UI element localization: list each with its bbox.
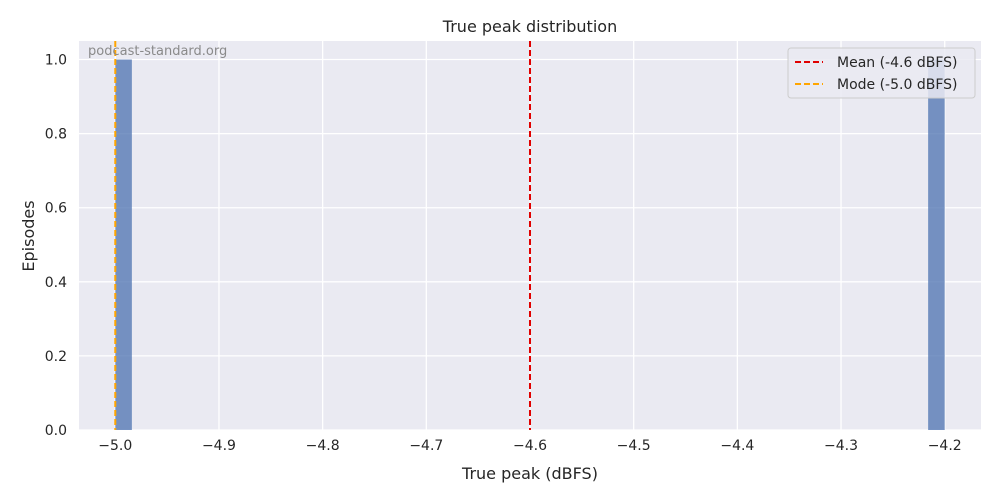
histogram-bar bbox=[115, 59, 132, 431]
legend-mode-label: Mode (-5.0 dBFS) bbox=[837, 77, 957, 93]
x-tick-label: −4.4 bbox=[720, 438, 754, 454]
x-tick-label: −4.2 bbox=[928, 438, 962, 454]
watermark: podcast-standard.org bbox=[88, 44, 227, 59]
x-tick-label: −4.9 bbox=[202, 438, 236, 454]
legend-mean-label: Mean (-4.6 dBFS) bbox=[837, 55, 957, 71]
x-tick-label: −4.7 bbox=[409, 438, 443, 454]
y-axis-label: Episodes bbox=[19, 200, 38, 271]
x-tick-label: −4.3 bbox=[824, 438, 858, 454]
y-tick-label: 0.6 bbox=[45, 201, 67, 217]
y-tick-label: 0.2 bbox=[45, 349, 67, 365]
legend: Mean (-4.6 dBFS) Mode (-5.0 dBFS) bbox=[787, 47, 976, 99]
legend-box bbox=[787, 47, 976, 99]
bars bbox=[115, 59, 945, 431]
y-tick-label: 0.4 bbox=[45, 275, 67, 291]
x-tick-label: −4.6 bbox=[513, 438, 547, 454]
x-tick-label: −5.0 bbox=[98, 438, 132, 454]
x-axis-label: True peak (dBFS) bbox=[461, 464, 598, 483]
y-tick-label: 1.0 bbox=[45, 53, 67, 69]
y-ticks: 0.0 0.2 0.4 0.6 0.8 1.0 bbox=[45, 53, 67, 439]
histogram-bar bbox=[928, 59, 945, 431]
x-tick-label: −4.5 bbox=[617, 438, 651, 454]
x-ticks: −5.0 −4.9 −4.8 −4.7 −4.6 −4.5 −4.4 −4.3 −4.2 bbox=[98, 438, 961, 454]
y-tick-label: 0.0 bbox=[45, 423, 67, 439]
reference-lines bbox=[114, 41, 531, 430]
x-tick-label: −4.8 bbox=[306, 438, 340, 454]
y-tick-label: 0.8 bbox=[45, 127, 67, 143]
chart-title: True peak distribution bbox=[442, 17, 617, 36]
